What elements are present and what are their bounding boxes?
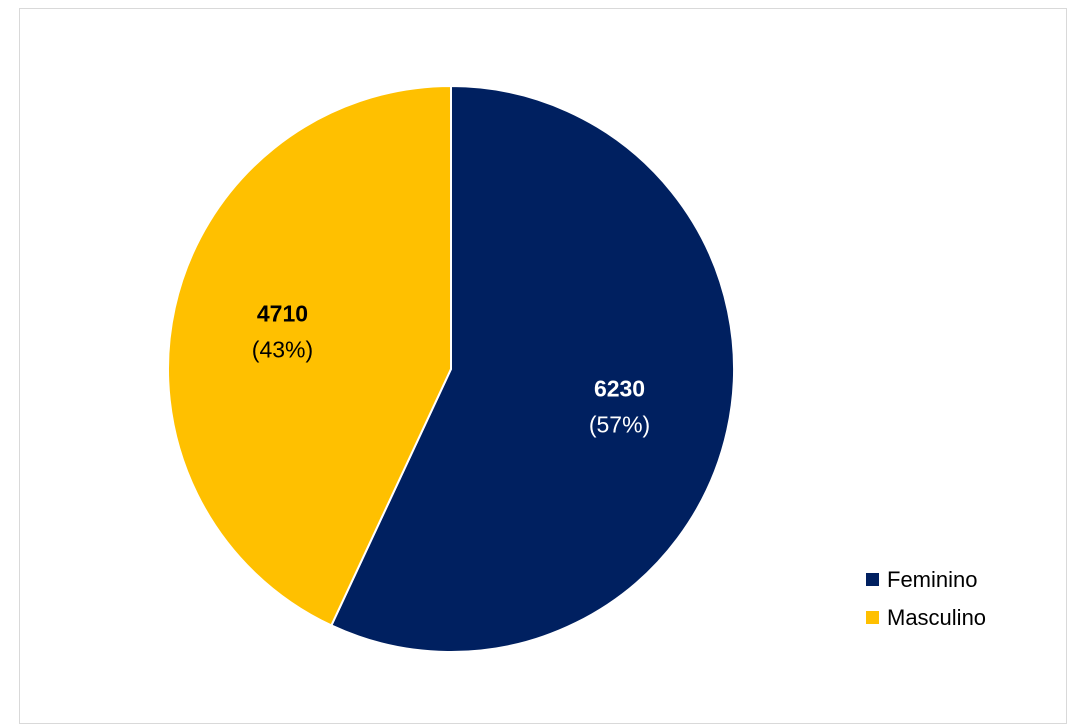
- data-label-percent-feminino: (57%): [589, 411, 650, 437]
- legend-label-masculino: Masculino: [887, 604, 987, 630]
- data-label-feminino: 6230 (57%): [589, 375, 650, 437]
- data-label-percent-masculino: (43%): [252, 337, 313, 363]
- data-label-value-feminino: 6230: [594, 375, 645, 401]
- data-label-masculino: 4710 (43%): [252, 301, 313, 363]
- legend-swatch-feminino: [866, 573, 879, 586]
- legend-label-feminino: Feminino: [887, 566, 978, 592]
- pie-slice-masculino: [167, 84, 452, 627]
- legend: Feminino Masculino: [866, 565, 986, 641]
- legend-item-feminino: Feminino: [866, 565, 986, 594]
- pie-slice-feminino: [330, 84, 735, 653]
- data-label-value-masculino: 4710: [257, 301, 308, 327]
- legend-item-masculino: Masculino: [866, 603, 986, 632]
- legend-swatch-masculino: [866, 611, 879, 624]
